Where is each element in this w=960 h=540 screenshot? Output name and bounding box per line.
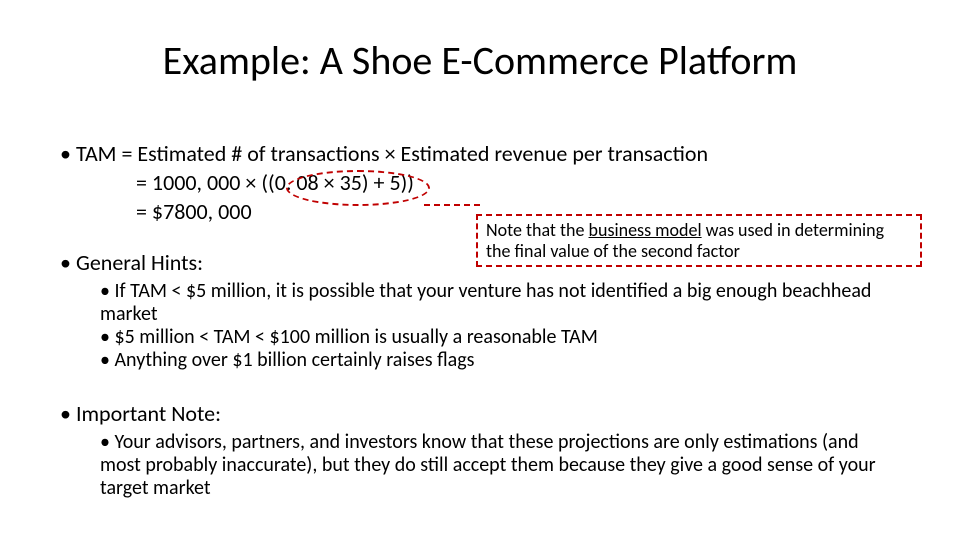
callout-box: Note that the business model was used in… (476, 214, 922, 267)
slide-body: TAM = Estimated # of transactions × Esti… (60, 140, 900, 500)
callout-underlined: business model (589, 219, 702, 241)
slide-title: Example: A Shoe E-Commerce Platform (0, 36, 960, 85)
callout-prefix: Note that the (486, 219, 589, 241)
tam-line-2: = 1000, 000 × ((0. 08 × 35) + 5)) (136, 169, 900, 196)
note-heading: Important Note: (60, 400, 900, 427)
callout-connector (424, 204, 480, 206)
highlight-ellipse (286, 170, 430, 206)
hints-item-0: If TAM < $5 million, it is possible that… (100, 280, 900, 326)
hints-item-1: $5 million < TAM < $100 million is usual… (100, 326, 900, 349)
tam-line-1: TAM = Estimated # of transactions × Esti… (60, 140, 900, 167)
hints-item-2: Anything over $1 billion certainly raise… (100, 349, 900, 372)
note-item-0: Your advisors, partners, and investors k… (100, 431, 900, 500)
